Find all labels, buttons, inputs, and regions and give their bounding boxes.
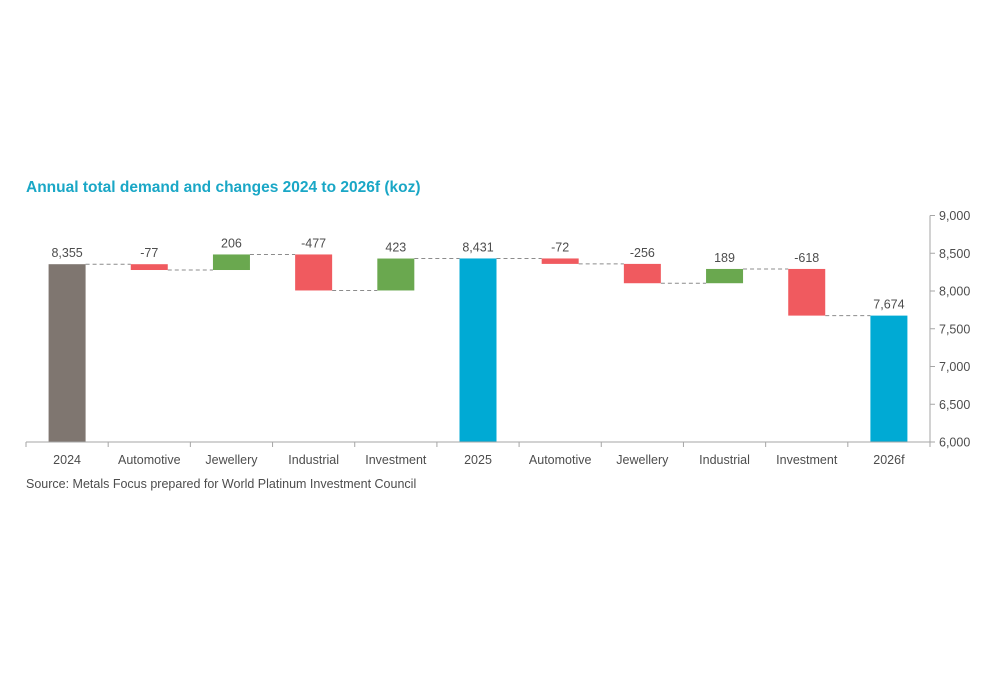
x-tick-label: Jewellery xyxy=(616,453,669,467)
value-label: -72 xyxy=(551,240,569,254)
bar-automotive-1 xyxy=(130,264,168,271)
bar-investment-9 xyxy=(788,268,826,316)
x-tick-label: Investment xyxy=(365,453,427,467)
connector-lines xyxy=(85,253,871,317)
value-label: 8,355 xyxy=(51,246,82,260)
value-labels: 8,355 -77 206 -477 423 8,431 -72 -256 189 -618 7,6… xyxy=(51,236,904,311)
bar-industrial-8 xyxy=(706,268,744,284)
x-axis: 2024 Automotive Jewellery Industrial Investm… xyxy=(25,441,931,467)
bar-jewellery-2 xyxy=(212,254,250,271)
bar-investment-4 xyxy=(377,258,415,291)
y-tick-label: 9,000 xyxy=(939,209,970,223)
x-tick-label: Automotive xyxy=(529,453,592,467)
y-tick-label: 7,000 xyxy=(939,360,970,374)
value-label: 423 xyxy=(385,241,406,255)
y-tick-label: 7,500 xyxy=(939,322,970,336)
x-tick-label: Jewellery xyxy=(205,453,258,467)
x-tick-label: 2024 xyxy=(53,453,81,467)
value-label: -77 xyxy=(140,246,158,260)
y-tick-label: 6,500 xyxy=(939,398,970,412)
chart-source: Source: Metals Focus prepared for World … xyxy=(26,477,417,491)
bar-industrial-3 xyxy=(295,254,333,291)
x-tick-label: Investment xyxy=(776,453,838,467)
x-tick-label: Industrial xyxy=(699,453,750,467)
bar-jewellery-7 xyxy=(623,263,661,284)
y-tick-label: 8,000 xyxy=(939,285,970,299)
bar-2025-5 xyxy=(459,258,497,442)
value-label: 7,674 xyxy=(873,298,904,312)
value-label: 189 xyxy=(714,251,735,265)
value-label: -256 xyxy=(630,246,655,260)
bar-automotive-6 xyxy=(541,258,579,264)
y-axis: 6,000 6,500 7,000 7,500 8,000 8,500 9,000 xyxy=(929,209,970,450)
x-tick-label: 2026f xyxy=(873,453,905,467)
value-label: 8,431 xyxy=(462,240,493,254)
value-label: -477 xyxy=(301,236,326,250)
x-tick-label: Industrial xyxy=(288,453,339,467)
value-label: 206 xyxy=(221,236,242,250)
y-tick-label: 6,000 xyxy=(939,436,970,450)
chart-title: Annual total demand and changes 2024 to … xyxy=(26,179,421,196)
y-tick-label: 8,500 xyxy=(939,247,970,261)
value-label: -618 xyxy=(794,251,819,265)
bars xyxy=(48,254,908,442)
x-tick-label: Automotive xyxy=(118,453,181,467)
bar-2026f-10 xyxy=(870,315,908,442)
bar-2024-0 xyxy=(48,264,86,442)
x-tick-label: 2025 xyxy=(464,453,492,467)
